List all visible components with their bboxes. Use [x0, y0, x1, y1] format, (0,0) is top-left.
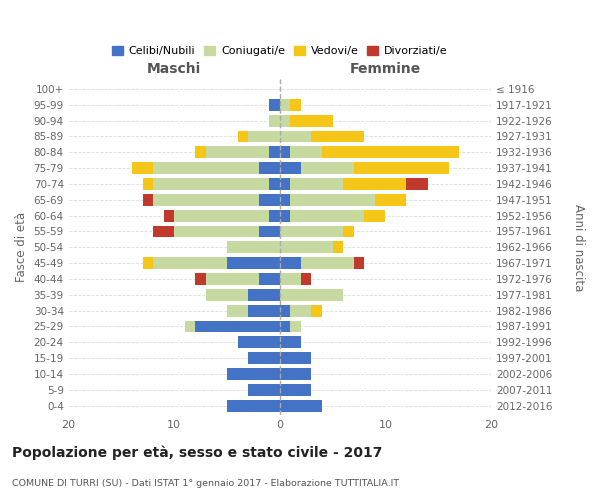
- Bar: [206, 289, 248, 301]
- Bar: [269, 99, 280, 111]
- Text: Maschi: Maschi: [147, 62, 202, 76]
- Bar: [311, 130, 364, 142]
- Bar: [143, 257, 153, 269]
- Bar: [343, 178, 406, 190]
- Bar: [280, 99, 290, 111]
- Bar: [269, 178, 280, 190]
- Bar: [280, 384, 311, 396]
- Bar: [343, 226, 354, 237]
- Bar: [248, 384, 280, 396]
- Bar: [227, 242, 280, 254]
- Bar: [238, 336, 280, 348]
- Legend: Celibi/Nubili, Coniugati/e, Vedovi/e, Divorziati/e: Celibi/Nubili, Coniugati/e, Vedovi/e, Di…: [107, 42, 452, 60]
- Bar: [290, 178, 343, 190]
- Bar: [196, 320, 280, 332]
- Bar: [280, 336, 301, 348]
- Bar: [301, 162, 354, 174]
- Bar: [196, 146, 206, 158]
- Bar: [143, 194, 153, 206]
- Bar: [259, 226, 280, 237]
- Bar: [290, 320, 301, 332]
- Bar: [375, 194, 406, 206]
- Bar: [280, 130, 311, 142]
- Bar: [269, 210, 280, 222]
- Bar: [153, 226, 174, 237]
- Bar: [280, 352, 311, 364]
- Bar: [332, 242, 343, 254]
- Bar: [164, 210, 174, 222]
- Bar: [280, 242, 332, 254]
- Bar: [280, 257, 301, 269]
- Bar: [301, 257, 354, 269]
- Bar: [153, 257, 227, 269]
- Text: COMUNE DI TURRI (SU) - Dati ISTAT 1° gennaio 2017 - Elaborazione TUTTITALIA.IT: COMUNE DI TURRI (SU) - Dati ISTAT 1° gen…: [12, 479, 399, 488]
- Bar: [248, 289, 280, 301]
- Bar: [280, 320, 290, 332]
- Bar: [132, 162, 153, 174]
- Bar: [153, 162, 259, 174]
- Bar: [153, 194, 259, 206]
- Bar: [311, 304, 322, 316]
- Bar: [280, 273, 301, 285]
- Bar: [280, 178, 290, 190]
- Bar: [354, 257, 364, 269]
- Bar: [280, 400, 322, 411]
- Y-axis label: Fasce di età: Fasce di età: [15, 212, 28, 282]
- Bar: [406, 178, 428, 190]
- Text: Femmine: Femmine: [350, 62, 421, 76]
- Bar: [301, 273, 311, 285]
- Bar: [259, 273, 280, 285]
- Bar: [248, 304, 280, 316]
- Bar: [227, 257, 280, 269]
- Bar: [153, 178, 269, 190]
- Bar: [280, 114, 290, 126]
- Bar: [290, 304, 311, 316]
- Bar: [227, 304, 248, 316]
- Y-axis label: Anni di nascita: Anni di nascita: [572, 204, 585, 291]
- Bar: [290, 146, 322, 158]
- Bar: [269, 146, 280, 158]
- Bar: [354, 162, 449, 174]
- Bar: [248, 352, 280, 364]
- Bar: [174, 226, 259, 237]
- Bar: [185, 320, 196, 332]
- Bar: [206, 146, 269, 158]
- Bar: [280, 210, 290, 222]
- Bar: [364, 210, 385, 222]
- Bar: [290, 99, 301, 111]
- Bar: [227, 368, 280, 380]
- Bar: [280, 289, 343, 301]
- Bar: [280, 368, 311, 380]
- Bar: [280, 194, 290, 206]
- Bar: [280, 162, 301, 174]
- Bar: [248, 130, 280, 142]
- Bar: [174, 210, 269, 222]
- Bar: [227, 400, 280, 411]
- Bar: [259, 162, 280, 174]
- Text: Popolazione per età, sesso e stato civile - 2017: Popolazione per età, sesso e stato civil…: [12, 446, 382, 460]
- Bar: [238, 130, 248, 142]
- Bar: [280, 226, 343, 237]
- Bar: [290, 210, 364, 222]
- Bar: [143, 178, 153, 190]
- Bar: [280, 146, 290, 158]
- Bar: [290, 194, 375, 206]
- Bar: [322, 146, 459, 158]
- Bar: [280, 304, 290, 316]
- Bar: [269, 114, 280, 126]
- Bar: [290, 114, 332, 126]
- Bar: [259, 194, 280, 206]
- Bar: [196, 273, 206, 285]
- Bar: [206, 273, 259, 285]
